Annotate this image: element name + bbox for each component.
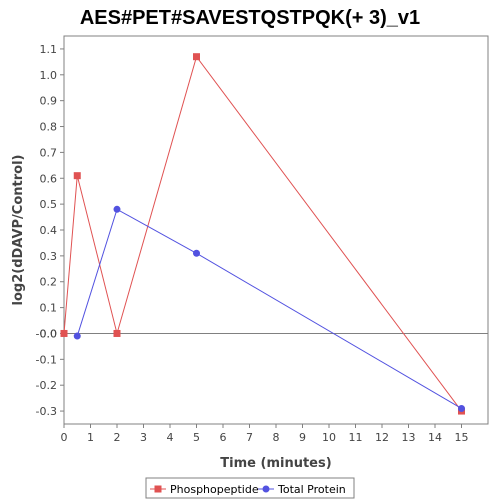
y-tick-label: 0.5 — [40, 198, 58, 211]
x-tick-label: 8 — [273, 431, 280, 444]
series-layer — [60, 53, 465, 415]
y-tick-label: -0.2 — [36, 379, 57, 392]
legend-total-protein-label: Total Protein — [277, 483, 346, 496]
chart-title: AES#PET#SAVESTQSTPQK(+ 3)_v1 — [80, 7, 420, 29]
x-tick-label: 5 — [193, 431, 200, 444]
y-tick-label: -0.1 — [36, 353, 57, 366]
y-axis-label: log2(dDAVP/Control) — [11, 155, 26, 306]
legend-box — [145, 477, 355, 499]
y-tick-label: 0.6 — [40, 172, 58, 185]
total-protein-point — [193, 249, 200, 257]
x-tick-label: 10 — [322, 431, 336, 444]
phosphopeptide-point — [73, 172, 81, 180]
y-tick-label: 1.0 — [40, 69, 58, 82]
y-tick-label: -0.3 — [36, 405, 57, 418]
y-tick-label: 1.1 — [40, 43, 58, 56]
x-tick-label: 11 — [349, 431, 363, 444]
x-tick-label: 12 — [375, 431, 389, 444]
y-tick-label: 0.2 — [40, 276, 58, 289]
total-protein-point — [113, 205, 121, 213]
y-tick-label: 0.3 — [40, 250, 58, 263]
y-axis: 1.1 1.0 0.9 0.8 0.7 0.6 0.5 0.4 0.3 0.2 0.1 0.0-0.0… — [36, 43, 64, 418]
phosphopeptide-point — [60, 329, 68, 337]
total-protein-line — [76, 208, 462, 409]
total-protein-point — [458, 404, 465, 412]
x-tick-label: 6 — [220, 431, 227, 444]
legend-phosphopeptide-label: Phosphopeptide — [170, 483, 259, 496]
x-axis-label: Time (minutes) — [220, 456, 331, 471]
legend: Phosphopeptide Total Protein — [150, 483, 346, 496]
x-tick-label: 4 — [167, 431, 174, 444]
x-tick-label: 14 — [428, 431, 442, 444]
y-tick-label: 0.1 — [40, 302, 58, 315]
legend-phosphopeptide-marker — [154, 485, 162, 493]
x-tick-label: 15 — [455, 431, 469, 444]
y-tick-label: 0.4 — [40, 224, 58, 237]
x-tick-label: 1 — [87, 431, 94, 444]
y-tick-label: 0.0 — [40, 327, 58, 340]
x-axis: 0 1 2 3 4 5 6 7 8 9 10 11 12 13 14 15 — [61, 424, 469, 444]
y-tick-label: -0.0 — [36, 327, 57, 340]
x-tick-label: 9 — [299, 431, 306, 444]
phosphopeptide-point — [113, 329, 121, 337]
y-tick-label: 0.8 — [40, 121, 58, 134]
legend-total-protein-marker — [262, 485, 270, 493]
x-tick-label: 3 — [140, 431, 147, 444]
x-tick-label: 0 — [61, 431, 68, 444]
y-tick-label: 0.9 — [40, 95, 58, 108]
y-tick-label: 0.7 — [40, 146, 58, 159]
x-tick-label: 13 — [402, 431, 416, 444]
x-tick-label: 2 — [114, 431, 121, 444]
x-tick-label: 7 — [246, 431, 253, 444]
total-protein-point — [73, 332, 81, 340]
phosphopeptide-point — [193, 53, 200, 61]
